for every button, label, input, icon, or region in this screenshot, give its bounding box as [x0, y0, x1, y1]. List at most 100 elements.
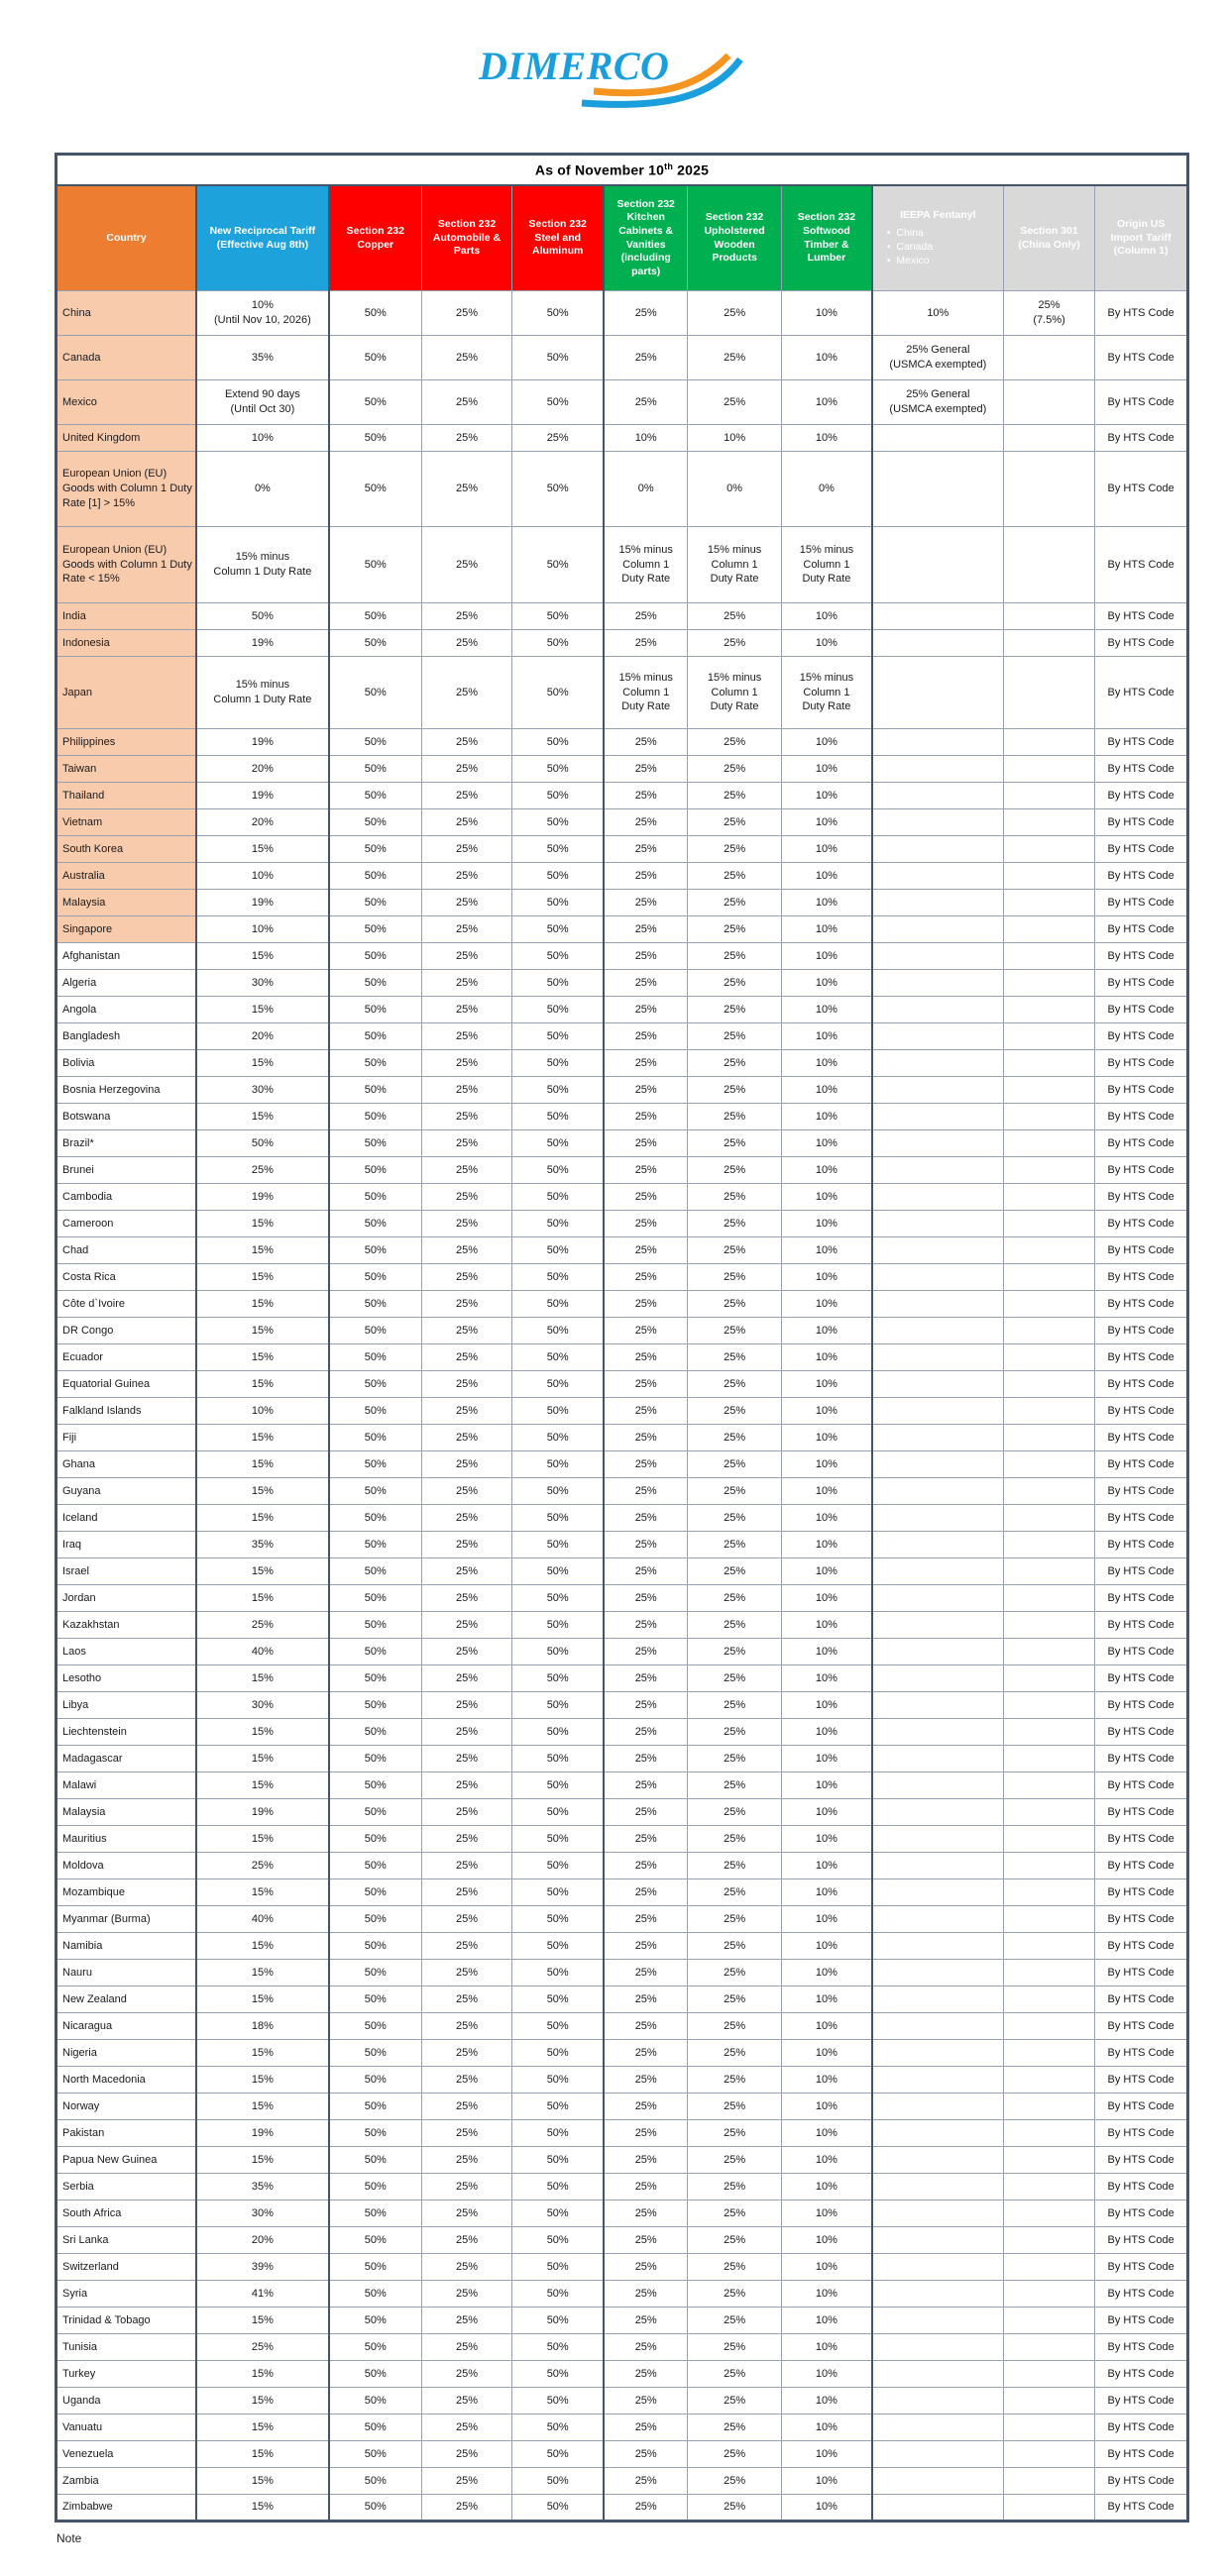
automobile-cell: 25%	[420, 1959, 513, 1986]
reciprocal-tariff-cell: 35%	[195, 335, 330, 380]
ieepa-cell	[871, 1317, 1004, 1344]
country-cell: Ghana	[56, 1450, 198, 1478]
automobile-cell: 25%	[420, 1317, 513, 1344]
country-cell: Malaysia	[56, 889, 198, 916]
reciprocal-tariff-cell: 20%	[195, 808, 330, 836]
reciprocal-tariff-cell: 50%	[195, 1129, 330, 1157]
section-301-cell	[1002, 1183, 1096, 1211]
automobile-cell: 25%	[420, 1986, 513, 2013]
copper-cell: 50%	[328, 2093, 422, 2120]
country-cell: Lesotho	[56, 1664, 198, 1692]
section-301-cell	[1002, 835, 1096, 863]
kitchen-cabinets-cell: 25%	[603, 2307, 689, 2334]
ieepa-cell	[871, 2440, 1004, 2468]
steel-aluminum-cell: 50%	[511, 1210, 606, 1237]
kitchen-cabinets-cell: 25%	[603, 1584, 689, 1612]
softwood-lumber-cell: 10%	[780, 2146, 873, 2174]
copper-cell: 50%	[328, 835, 422, 863]
kitchen-cabinets-cell: 25%	[603, 1959, 689, 1986]
country-cell: Canada	[56, 335, 198, 380]
section-301-cell	[1002, 602, 1096, 630]
country-cell: Iraq	[56, 1531, 198, 1558]
ieepa-cell	[871, 1664, 1004, 1692]
ieepa-cell	[871, 1450, 1004, 1478]
table-row: Taiwan 20% 50% 25% 50% 25% 25% 10% By HTS Code	[56, 755, 1188, 783]
origin-tariff-cell: By HTS Code	[1094, 1745, 1188, 1772]
upholstered-wood-cell: 25%	[687, 2387, 782, 2415]
copper-cell: 50%	[328, 942, 422, 970]
ieepa-cell	[871, 2012, 1004, 2040]
table-row: Trinidad & Tobago 15% 50% 25% 50% 25% 25% 10% By…	[56, 2307, 1188, 2334]
steel-aluminum-cell: 50%	[511, 1745, 606, 1772]
section-301-cell	[1002, 1076, 1096, 1104]
copper-cell: 50%	[328, 1745, 422, 1772]
table-row: Libya 30% 50% 25% 50% 25% 25% 10% By HTS Code	[56, 1691, 1188, 1719]
softwood-lumber-cell: 10%	[780, 335, 873, 380]
reciprocal-tariff-cell: 50%	[195, 602, 330, 630]
kitchen-cabinets-cell: 25%	[603, 1236, 689, 1264]
table-row: Costa Rica 15% 50% 25% 50% 25% 25% 10% By HTS Co…	[56, 1263, 1188, 1291]
steel-aluminum-cell: 50%	[511, 1771, 606, 1799]
kitchen-cabinets-cell: 25%	[603, 1718, 689, 1746]
section-301-cell	[1002, 451, 1096, 527]
country-cell: Moldova	[56, 1852, 198, 1879]
upholstered-wood-cell: 25%	[687, 835, 782, 863]
copper-cell: 50%	[328, 1022, 422, 1050]
kitchen-cabinets-cell: 25%	[603, 1370, 689, 1398]
upholstered-wood-cell: 25%	[687, 1531, 782, 1558]
origin-tariff-cell: By HTS Code	[1094, 2440, 1188, 2468]
section-301-cell	[1002, 2387, 1096, 2415]
steel-aluminum-cell: 50%	[511, 862, 606, 890]
country-cell: European Union (EU) Goods with Column 1 …	[56, 451, 198, 527]
automobile-cell: 25%	[420, 2467, 513, 2495]
softwood-lumber-cell: 10%	[780, 629, 873, 657]
section-301-cell	[1002, 2333, 1096, 2361]
origin-tariff-cell: By HTS Code	[1094, 1397, 1188, 1425]
upholstered-wood-cell: 25%	[687, 1317, 782, 1344]
origin-tariff-cell: By HTS Code	[1094, 2414, 1188, 2441]
table-row: Malaysia 19% 50% 25% 50% 25% 25% 10% By HTS Code	[56, 1798, 1188, 1826]
copper-cell: 50%	[328, 2440, 422, 2468]
section-301-cell	[1002, 2414, 1096, 2441]
softwood-lumber-cell: 10%	[780, 1156, 873, 1184]
origin-tariff-cell: By HTS Code	[1094, 1477, 1188, 1505]
origin-tariff-cell: By HTS Code	[1094, 424, 1188, 452]
upholstered-wood-cell: 25%	[687, 2066, 782, 2093]
section-301-cell	[1002, 629, 1096, 657]
reciprocal-tariff-cell: 15%	[195, 1049, 330, 1077]
table-row: Nicaragua 18% 50% 25% 50% 25% 25% 10% By HTS Cod…	[56, 2012, 1188, 2040]
automobile-cell: 25%	[420, 2093, 513, 2120]
kitchen-cabinets-cell: 25%	[603, 2333, 689, 2361]
kitchen-cabinets-cell: 25%	[603, 2012, 689, 2040]
softwood-lumber-cell: 10%	[780, 1236, 873, 1264]
origin-tariff-cell: By HTS Code	[1094, 1076, 1188, 1104]
section-301-cell	[1002, 1450, 1096, 1478]
upholstered-wood-cell: 25%	[687, 1691, 782, 1719]
copper-cell: 50%	[328, 656, 422, 729]
upholstered-wood-cell: 25%	[687, 1852, 782, 1879]
automobile-cell: 25%	[420, 862, 513, 890]
copper-cell: 50%	[328, 969, 422, 997]
automobile-cell: 25%	[420, 2494, 513, 2522]
reciprocal-tariff-cell: 15%	[195, 1664, 330, 1692]
country-cell: Equatorial Guinea	[56, 1370, 198, 1398]
country-cell: Namibia	[56, 1932, 198, 1960]
ieepa-cell	[871, 1236, 1004, 1264]
origin-tariff-cell: By HTS Code	[1094, 835, 1188, 863]
reciprocal-tariff-cell: 15%	[195, 2414, 330, 2441]
section-301-cell	[1002, 1691, 1096, 1719]
kitchen-cabinets-cell: 25%	[603, 1878, 689, 1906]
origin-tariff-cell: By HTS Code	[1094, 1103, 1188, 1130]
steel-aluminum-cell: 50%	[511, 1798, 606, 1826]
table-row: Algeria 30% 50% 25% 50% 25% 25% 10% By HTS Code	[56, 969, 1188, 997]
softwood-lumber-cell: 10%	[780, 1022, 873, 1050]
upholstered-wood-cell: 25%	[687, 1959, 782, 1986]
upholstered-wood-cell: 25%	[687, 2012, 782, 2040]
copper-cell: 50%	[328, 1531, 422, 1558]
ieepa-cell	[871, 2226, 1004, 2254]
copper-cell: 50%	[328, 629, 422, 657]
country-cell: Philippines	[56, 728, 198, 756]
softwood-lumber-cell: 10%	[780, 1290, 873, 1318]
steel-aluminum-cell: 50%	[511, 755, 606, 783]
kitchen-cabinets-cell: 25%	[603, 1263, 689, 1291]
